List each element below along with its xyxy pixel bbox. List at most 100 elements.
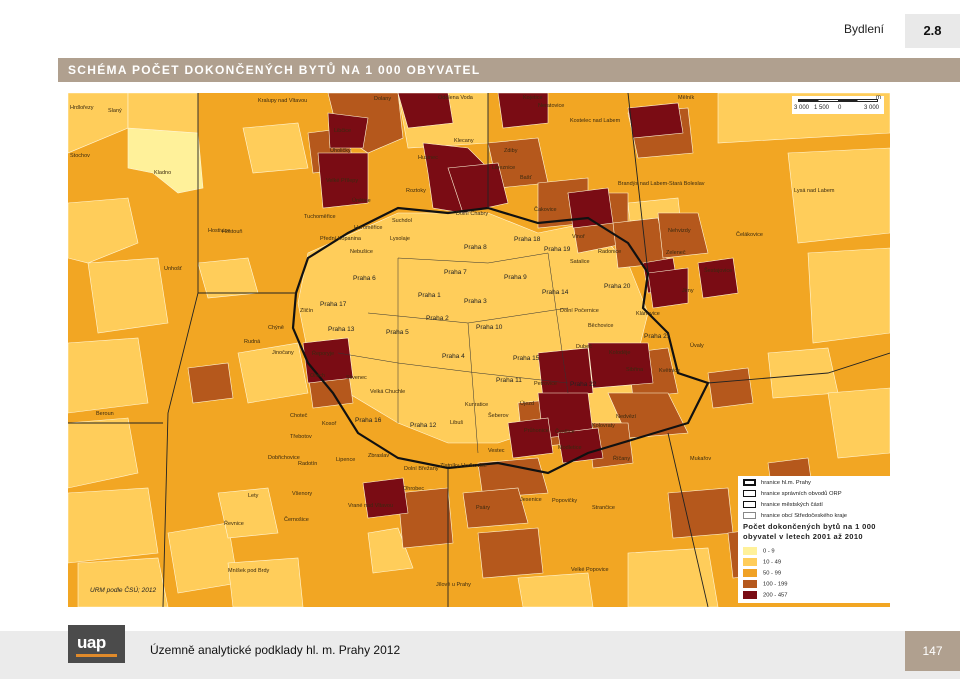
label-slany: Slaný <box>108 108 122 114</box>
label-bechovice: Běchovice <box>588 323 614 329</box>
region-class-200-457 <box>397 93 454 129</box>
label-melnik: Mělník <box>678 95 695 101</box>
label-praha-2: Praha 2 <box>426 315 449 322</box>
label-libeznice: Libeznice <box>492 165 516 171</box>
label-libus: Libuš <box>450 420 464 426</box>
region-class-10-49 <box>242 122 309 174</box>
scale-tick: 3 000 <box>864 105 880 111</box>
source-note: URM podle ČSÚ; 2012 <box>90 587 157 594</box>
legend-color-box <box>743 547 757 555</box>
logo-bar <box>76 654 117 657</box>
label-praha-11: Praha 11 <box>496 377 522 384</box>
label-dubec: Dubeč <box>576 344 592 350</box>
region-class-10-49 <box>227 557 304 607</box>
region-class-10-49 <box>237 342 309 404</box>
legend-label: hranice městských částí <box>761 502 823 509</box>
label-praha-3: Praha 3 <box>464 298 487 305</box>
region-class-100-199 <box>707 367 754 409</box>
legend-class-label: 10 - 49 <box>763 559 782 566</box>
region-class-10-49 <box>627 547 719 607</box>
page-number: 147 <box>905 631 960 671</box>
label-kolovraty: Kolovraty <box>592 423 615 429</box>
label-lety: Lety <box>248 493 259 499</box>
legend-class: 0 - 9 <box>743 547 775 556</box>
label-praha-22: Praha 22 <box>570 381 597 388</box>
region-class-200-457 <box>447 162 509 214</box>
label-cernosice: Černošice <box>284 517 309 523</box>
legend-swatch <box>743 479 756 486</box>
legend-class-label: 200 - 457 <box>763 592 788 599</box>
legend-boundary-municipalities: hranice obcí Středočeského kraje <box>743 512 847 520</box>
label-lipence: Lipence <box>336 457 356 463</box>
region-class-200-457 <box>362 477 409 519</box>
region-class-200-457 <box>647 267 689 309</box>
section-title: Bydlení <box>843 22 884 36</box>
label-dolni-brezany: Dolní Břežany <box>404 466 439 472</box>
legend-swatch <box>743 501 756 508</box>
label-hrdlorezy: Hrdlořezy <box>70 105 94 111</box>
label-radotin: Radotín <box>298 461 318 467</box>
region-class-200-457 <box>557 427 604 464</box>
label-kladno: Kladno <box>154 170 172 176</box>
region-class-100-199 <box>397 487 454 549</box>
label-praha-13: Praha 13 <box>328 326 355 333</box>
label-uvaly: Úvaly <box>690 343 704 349</box>
label-velke-popovice: Velké Popovice <box>571 567 609 573</box>
label-unhost: Unhošť <box>164 266 182 272</box>
label-praha-12: Praha 12 <box>410 422 437 429</box>
label-zelenec: Zeleneč <box>666 250 686 256</box>
label-praha-15: Praha 15 <box>513 355 540 362</box>
footer-text: Územně analytické podklady hl. m. Prahy … <box>150 643 401 657</box>
legend-boundary-districts: hranice městských částí <box>743 501 823 509</box>
region-class-10-49 <box>68 337 149 414</box>
region-class-10-49 <box>77 557 169 607</box>
region-class-10-49 <box>87 257 169 334</box>
region-class-200-457 <box>537 347 594 399</box>
logo-text: uap <box>77 633 106 652</box>
label-mukarov: Mukařov <box>690 456 712 462</box>
label-praha-18: Praha 18 <box>514 236 541 243</box>
region-class-200-457 <box>317 152 369 209</box>
region-class-10-49 <box>68 197 139 264</box>
label-jinocany: Jinočany <box>272 350 294 356</box>
label-vrane: Vrané nad Vltavou <box>348 503 394 509</box>
thematic-map: Praha 6 Praha 7 Praha 8 Praha 9 Praha 1 … <box>68 93 890 607</box>
legend-class-label: 0 - 9 <box>763 548 775 555</box>
label-cestlice: Čestlice <box>555 429 575 435</box>
district-boundaries <box>337 252 569 454</box>
label-kralupy: Kralupy nad Vltavou <box>258 98 308 104</box>
label-chotec: Choteč <box>290 413 308 419</box>
label-vinor: Vinoř <box>572 234 585 240</box>
label-dolni-chabry: Dolní Chabry <box>456 211 489 217</box>
label-kojetice: Kojetice <box>523 95 543 101</box>
label-praha-9: Praha 9 <box>504 274 527 281</box>
uap-logo: uap <box>68 625 125 663</box>
region-class-100-199 <box>667 487 734 539</box>
label-seberov: Šeberov <box>488 413 509 419</box>
legend-swatch <box>743 490 756 497</box>
label-praha-21: Praha 21 <box>644 333 671 340</box>
region-class-10-49 <box>517 572 594 607</box>
page-title: SCHÉMA POČET DOKONČENÝCH BYTŮ NA 1 000 O… <box>68 63 481 77</box>
legend-class: 10 - 49 <box>743 558 781 567</box>
legend-class-label: 50 - 99 <box>763 570 782 577</box>
label-dolany: Dolany <box>374 96 392 102</box>
label-neratovice: Neratovice <box>538 103 565 109</box>
label-lysa: Lysá nad Labem <box>794 188 835 194</box>
region-class-200-457 <box>507 417 554 459</box>
legend-label: hranice hl.m. Prahy <box>761 480 811 487</box>
label-jesenice: Jesenice <box>520 497 542 503</box>
label-bast: Bašť <box>520 175 532 181</box>
label-strancice: Strančice <box>592 505 615 511</box>
region-class-0-9 <box>127 127 204 194</box>
label-praha-19: Praha 19 <box>544 246 571 253</box>
label-chyne: Chýně <box>268 325 284 331</box>
label-sestajovice: Šestajovice <box>704 268 733 274</box>
legend-color-box <box>743 580 757 588</box>
label-praha-1: Praha 1 <box>418 292 441 299</box>
label-uholicky: Úholičky <box>330 148 351 154</box>
label-roztoky: Roztoky <box>406 188 426 194</box>
label-klecany: Klecany <box>454 138 474 144</box>
label-zlicin: Zličín <box>300 308 314 314</box>
label-praha-6: Praha 6 <box>353 275 376 282</box>
